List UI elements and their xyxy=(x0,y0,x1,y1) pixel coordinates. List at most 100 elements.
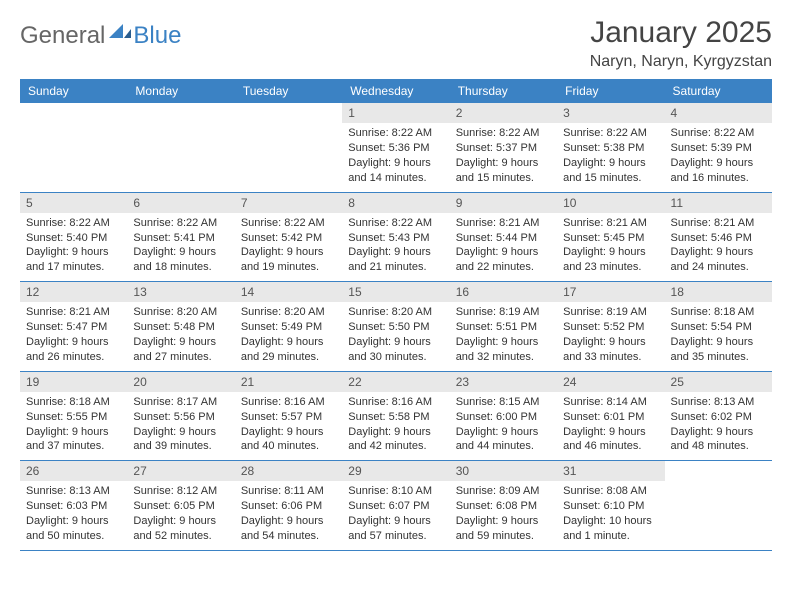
sunset-line: Sunset: 5:55 PM xyxy=(26,410,121,425)
sunrise-line: Sunrise: 8:13 AM xyxy=(26,484,121,499)
day-number: 25 xyxy=(665,372,772,392)
sunrise-line: Sunrise: 8:22 AM xyxy=(348,216,443,231)
day-content: Sunrise: 8:18 AMSunset: 5:55 PMDaylight:… xyxy=(20,392,127,460)
day-content: Sunrise: 8:21 AMSunset: 5:47 PMDaylight:… xyxy=(20,302,127,370)
day-content: Sunrise: 8:09 AMSunset: 6:08 PMDaylight:… xyxy=(450,481,557,549)
calendar-day-cell: 5Sunrise: 8:22 AMSunset: 5:40 PMDaylight… xyxy=(20,192,127,282)
calendar-day-cell xyxy=(665,461,772,551)
day-number: 11 xyxy=(665,193,772,213)
calendar-day-cell: 3Sunrise: 8:22 AMSunset: 5:38 PMDaylight… xyxy=(557,103,664,192)
day-content: Sunrise: 8:22 AMSunset: 5:38 PMDaylight:… xyxy=(557,123,664,191)
header: General Blue January 2025 Naryn, Naryn, … xyxy=(20,16,772,71)
calendar-day-cell: 16Sunrise: 8:19 AMSunset: 5:51 PMDayligh… xyxy=(450,282,557,372)
sunset-line: Sunset: 5:45 PM xyxy=(563,231,658,246)
title-block: January 2025 Naryn, Naryn, Kyrgyzstan xyxy=(590,16,772,71)
daylight-line: Daylight: 9 hours and 48 minutes. xyxy=(671,425,766,455)
calendar-day-cell: 23Sunrise: 8:15 AMSunset: 6:00 PMDayligh… xyxy=(450,371,557,461)
calendar-day-cell: 2Sunrise: 8:22 AMSunset: 5:37 PMDaylight… xyxy=(450,103,557,192)
daylight-line: Daylight: 9 hours and 39 minutes. xyxy=(133,425,228,455)
calendar-day-cell: 12Sunrise: 8:21 AMSunset: 5:47 PMDayligh… xyxy=(20,282,127,372)
calendar-day-cell: 22Sunrise: 8:16 AMSunset: 5:58 PMDayligh… xyxy=(342,371,449,461)
daylight-line: Daylight: 9 hours and 16 minutes. xyxy=(671,156,766,186)
day-number: 30 xyxy=(450,461,557,481)
sunset-line: Sunset: 6:03 PM xyxy=(26,499,121,514)
daylight-line: Daylight: 9 hours and 18 minutes. xyxy=(133,245,228,275)
day-number: 8 xyxy=(342,193,449,213)
weekday-header: Friday xyxy=(557,79,664,103)
sunrise-line: Sunrise: 8:17 AM xyxy=(133,395,228,410)
day-number: 20 xyxy=(127,372,234,392)
calendar-day-cell: 17Sunrise: 8:19 AMSunset: 5:52 PMDayligh… xyxy=(557,282,664,372)
sunset-line: Sunset: 5:57 PM xyxy=(241,410,336,425)
sunset-line: Sunset: 5:36 PM xyxy=(348,141,443,156)
calendar-week-row: 5Sunrise: 8:22 AMSunset: 5:40 PMDaylight… xyxy=(20,192,772,282)
sunset-line: Sunset: 5:52 PM xyxy=(563,320,658,335)
sunrise-line: Sunrise: 8:20 AM xyxy=(348,305,443,320)
sunset-line: Sunset: 5:56 PM xyxy=(133,410,228,425)
calendar-day-cell: 4Sunrise: 8:22 AMSunset: 5:39 PMDaylight… xyxy=(665,103,772,192)
daylight-line: Daylight: 9 hours and 54 minutes. xyxy=(241,514,336,544)
calendar-day-cell: 28Sunrise: 8:11 AMSunset: 6:06 PMDayligh… xyxy=(235,461,342,551)
sunset-line: Sunset: 5:44 PM xyxy=(456,231,551,246)
day-number: 17 xyxy=(557,282,664,302)
sunset-line: Sunset: 5:54 PM xyxy=(671,320,766,335)
calendar-day-cell: 8Sunrise: 8:22 AMSunset: 5:43 PMDaylight… xyxy=(342,192,449,282)
sunset-line: Sunset: 6:08 PM xyxy=(456,499,551,514)
sunrise-line: Sunrise: 8:18 AM xyxy=(671,305,766,320)
daylight-line: Daylight: 9 hours and 44 minutes. xyxy=(456,425,551,455)
daylight-line: Daylight: 9 hours and 37 minutes. xyxy=(26,425,121,455)
day-content: Sunrise: 8:14 AMSunset: 6:01 PMDaylight:… xyxy=(557,392,664,460)
day-number: 16 xyxy=(450,282,557,302)
sunset-line: Sunset: 5:40 PM xyxy=(26,231,121,246)
calendar-day-cell: 21Sunrise: 8:16 AMSunset: 5:57 PMDayligh… xyxy=(235,371,342,461)
logo-text-1: General xyxy=(20,22,105,50)
sunrise-line: Sunrise: 8:16 AM xyxy=(348,395,443,410)
day-content: Sunrise: 8:21 AMSunset: 5:46 PMDaylight:… xyxy=(665,213,772,281)
sunrise-line: Sunrise: 8:09 AM xyxy=(456,484,551,499)
day-number: 10 xyxy=(557,193,664,213)
day-content: Sunrise: 8:22 AMSunset: 5:37 PMDaylight:… xyxy=(450,123,557,191)
day-content: Sunrise: 8:08 AMSunset: 6:10 PMDaylight:… xyxy=(557,481,664,549)
sunrise-line: Sunrise: 8:20 AM xyxy=(241,305,336,320)
daylight-line: Daylight: 9 hours and 23 minutes. xyxy=(563,245,658,275)
sunrise-line: Sunrise: 8:12 AM xyxy=(133,484,228,499)
logo-text-2: Blue xyxy=(133,22,181,50)
sunset-line: Sunset: 5:58 PM xyxy=(348,410,443,425)
calendar-day-cell: 15Sunrise: 8:20 AMSunset: 5:50 PMDayligh… xyxy=(342,282,449,372)
day-number: 7 xyxy=(235,193,342,213)
logo-sail-icon xyxy=(109,22,131,38)
sunset-line: Sunset: 5:41 PM xyxy=(133,231,228,246)
day-number: 24 xyxy=(557,372,664,392)
sunrise-line: Sunrise: 8:16 AM xyxy=(241,395,336,410)
calendar-day-cell: 24Sunrise: 8:14 AMSunset: 6:01 PMDayligh… xyxy=(557,371,664,461)
calendar-day-cell: 31Sunrise: 8:08 AMSunset: 6:10 PMDayligh… xyxy=(557,461,664,551)
calendar-day-cell xyxy=(235,103,342,192)
calendar-day-cell: 30Sunrise: 8:09 AMSunset: 6:08 PMDayligh… xyxy=(450,461,557,551)
day-content: Sunrise: 8:18 AMSunset: 5:54 PMDaylight:… xyxy=(665,302,772,370)
sunset-line: Sunset: 6:01 PM xyxy=(563,410,658,425)
day-content: Sunrise: 8:11 AMSunset: 6:06 PMDaylight:… xyxy=(235,481,342,549)
day-content: Sunrise: 8:16 AMSunset: 5:57 PMDaylight:… xyxy=(235,392,342,460)
day-content: Sunrise: 8:13 AMSunset: 6:02 PMDaylight:… xyxy=(665,392,772,460)
day-content: Sunrise: 8:22 AMSunset: 5:41 PMDaylight:… xyxy=(127,213,234,281)
calendar-day-cell: 27Sunrise: 8:12 AMSunset: 6:05 PMDayligh… xyxy=(127,461,234,551)
calendar-week-row: 12Sunrise: 8:21 AMSunset: 5:47 PMDayligh… xyxy=(20,282,772,372)
calendar-week-row: 1Sunrise: 8:22 AMSunset: 5:36 PMDaylight… xyxy=(20,103,772,192)
calendar-day-cell: 18Sunrise: 8:18 AMSunset: 5:54 PMDayligh… xyxy=(665,282,772,372)
day-content: Sunrise: 8:13 AMSunset: 6:03 PMDaylight:… xyxy=(20,481,127,549)
sunset-line: Sunset: 6:10 PM xyxy=(563,499,658,514)
sunset-line: Sunset: 5:42 PM xyxy=(241,231,336,246)
daylight-line: Daylight: 9 hours and 50 minutes. xyxy=(26,514,121,544)
calendar-day-cell xyxy=(20,103,127,192)
sunset-line: Sunset: 5:39 PM xyxy=(671,141,766,156)
sunrise-line: Sunrise: 8:21 AM xyxy=(26,305,121,320)
calendar-day-cell: 11Sunrise: 8:21 AMSunset: 5:46 PMDayligh… xyxy=(665,192,772,282)
weekday-header-row: Sunday Monday Tuesday Wednesday Thursday… xyxy=(20,79,772,103)
day-content: Sunrise: 8:20 AMSunset: 5:50 PMDaylight:… xyxy=(342,302,449,370)
daylight-line: Daylight: 9 hours and 46 minutes. xyxy=(563,425,658,455)
sunset-line: Sunset: 5:46 PM xyxy=(671,231,766,246)
sunrise-line: Sunrise: 8:20 AM xyxy=(133,305,228,320)
day-content: Sunrise: 8:22 AMSunset: 5:40 PMDaylight:… xyxy=(20,213,127,281)
sunrise-line: Sunrise: 8:22 AM xyxy=(348,126,443,141)
calendar-day-cell xyxy=(127,103,234,192)
